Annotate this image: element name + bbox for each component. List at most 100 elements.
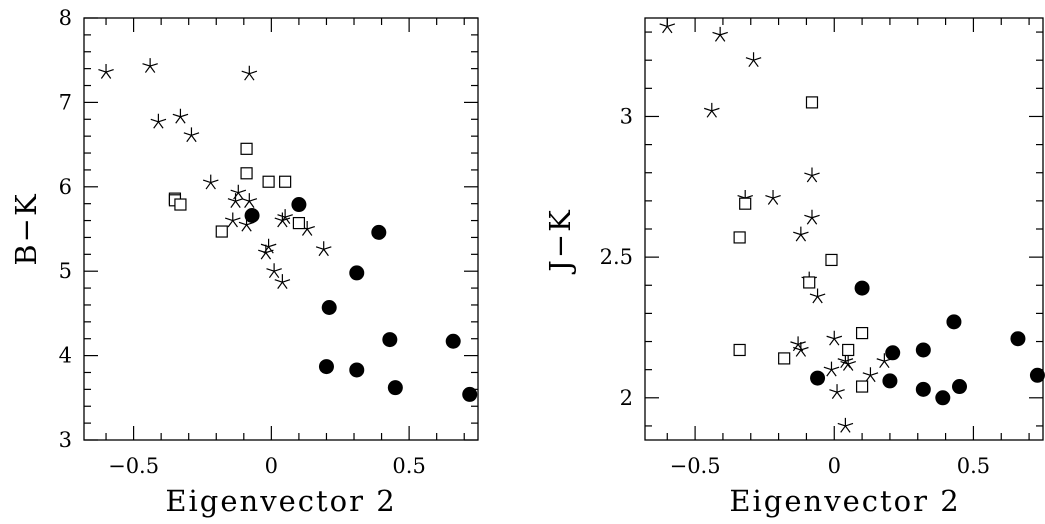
open-square-marker <box>279 175 292 188</box>
star-marker <box>840 356 856 371</box>
filled-circle-marker <box>291 197 307 213</box>
x-axis-label: Eigenvector 2 <box>165 484 396 518</box>
x-tick-label: −0.5 <box>108 454 159 478</box>
open-square-marker <box>842 343 855 357</box>
star-marker <box>826 330 843 346</box>
filled-circle-marker <box>1010 331 1026 347</box>
filled-circle-marker <box>462 386 478 402</box>
star-marker <box>260 238 277 254</box>
open-square-marker <box>733 231 746 244</box>
y-axis-label: B−K <box>9 192 43 265</box>
open-square-marker <box>778 352 791 365</box>
y-tick-label: 3 <box>620 104 633 128</box>
y-tick-label: 3 <box>59 428 72 452</box>
filled-circle-marker <box>244 207 260 223</box>
plot-frame <box>83 17 479 441</box>
y-tick-label: 2.5 <box>600 245 633 269</box>
open-square-marker <box>240 167 253 180</box>
star-marker <box>241 65 258 81</box>
star-marker <box>142 58 158 73</box>
y-tick-label: 5 <box>59 259 72 283</box>
x-axis-label: Eigenvector 2 <box>729 484 960 518</box>
star-marker <box>765 190 781 205</box>
star-marker <box>315 241 332 257</box>
filled-circle-marker <box>915 381 931 397</box>
open-square-marker <box>215 225 228 238</box>
filled-circle-marker <box>349 362 365 378</box>
star-marker <box>277 209 293 225</box>
filled-circle-marker <box>946 314 962 330</box>
filled-circle-marker <box>952 379 968 395</box>
filled-circle-marker <box>349 265 365 281</box>
star-marker <box>241 193 258 208</box>
y-tick-label: 6 <box>59 175 72 199</box>
filled-circle-marker <box>318 359 334 375</box>
filled-circle-marker <box>321 299 337 315</box>
y-tick-label: 8 <box>59 6 72 30</box>
star-marker <box>823 361 840 377</box>
open-square-marker <box>733 343 746 357</box>
star-marker <box>98 64 114 79</box>
star-marker <box>183 127 200 143</box>
star-marker <box>258 244 274 260</box>
open-square-marker <box>174 198 187 211</box>
open-square-marker <box>292 216 306 230</box>
star-marker <box>745 52 762 68</box>
star-marker <box>809 288 826 304</box>
star-marker <box>793 226 809 242</box>
open-square-marker <box>739 197 752 210</box>
jk-vs-eigenvector2-panel: −0.5 0 0.5 2 2.5 3 Eigenvector 2 J−K <box>543 17 1045 518</box>
x-tick-label: 0.5 <box>957 454 990 478</box>
star-marker <box>150 113 167 129</box>
open-square-marker <box>855 380 869 393</box>
star-marker <box>704 102 720 118</box>
star-marker <box>227 193 244 208</box>
x-tick-label: 0 <box>265 454 278 478</box>
plot-frame <box>644 17 1044 441</box>
y-tick-label: 2 <box>620 386 633 410</box>
star-marker <box>862 367 879 383</box>
open-square-marker <box>262 175 275 188</box>
filled-circle-marker <box>935 390 951 406</box>
filled-circle-marker <box>387 380 403 396</box>
open-square-marker <box>805 96 819 109</box>
filled-circle-marker <box>885 345 901 361</box>
star-marker <box>299 221 315 236</box>
star-marker <box>230 184 247 200</box>
star-marker <box>274 274 291 289</box>
filled-circle-marker <box>915 342 931 358</box>
open-square-marker <box>803 276 816 289</box>
bk-vs-eigenvector2-panel: −0.5 0 0.5 3 4 5 6 7 8 Eigenvector 2 B−K <box>9 6 479 518</box>
star-marker <box>804 167 820 183</box>
filled-circle-marker <box>371 224 387 240</box>
filled-circle-marker <box>445 333 461 349</box>
star-marker <box>202 174 219 190</box>
open-square-marker <box>855 326 869 340</box>
open-square-marker <box>240 142 253 155</box>
filled-circle-marker <box>810 370 826 386</box>
star-marker <box>712 26 728 42</box>
x-tick-label: 0 <box>828 454 841 478</box>
star-marker <box>172 108 189 124</box>
star-marker <box>238 216 255 232</box>
star-marker <box>266 263 282 279</box>
star-marker <box>829 384 845 400</box>
filled-circle-marker <box>382 332 398 348</box>
filled-circle-marker <box>854 280 870 296</box>
filled-circle-marker <box>882 373 898 389</box>
star-marker <box>659 18 676 34</box>
star-marker <box>224 212 241 228</box>
star-marker <box>837 417 854 433</box>
star-marker <box>793 341 809 357</box>
y-axis-label: J−K <box>543 208 577 275</box>
open-square-marker <box>825 253 838 267</box>
star-marker <box>804 209 820 225</box>
filled-circle-marker <box>1029 367 1045 383</box>
x-tick-label: −0.5 <box>670 454 721 478</box>
y-tick-label: 4 <box>59 344 72 368</box>
y-tick-label: 7 <box>59 90 72 114</box>
star-marker <box>876 353 893 369</box>
x-tick-label: 0.5 <box>392 454 425 478</box>
star-marker <box>274 212 291 228</box>
